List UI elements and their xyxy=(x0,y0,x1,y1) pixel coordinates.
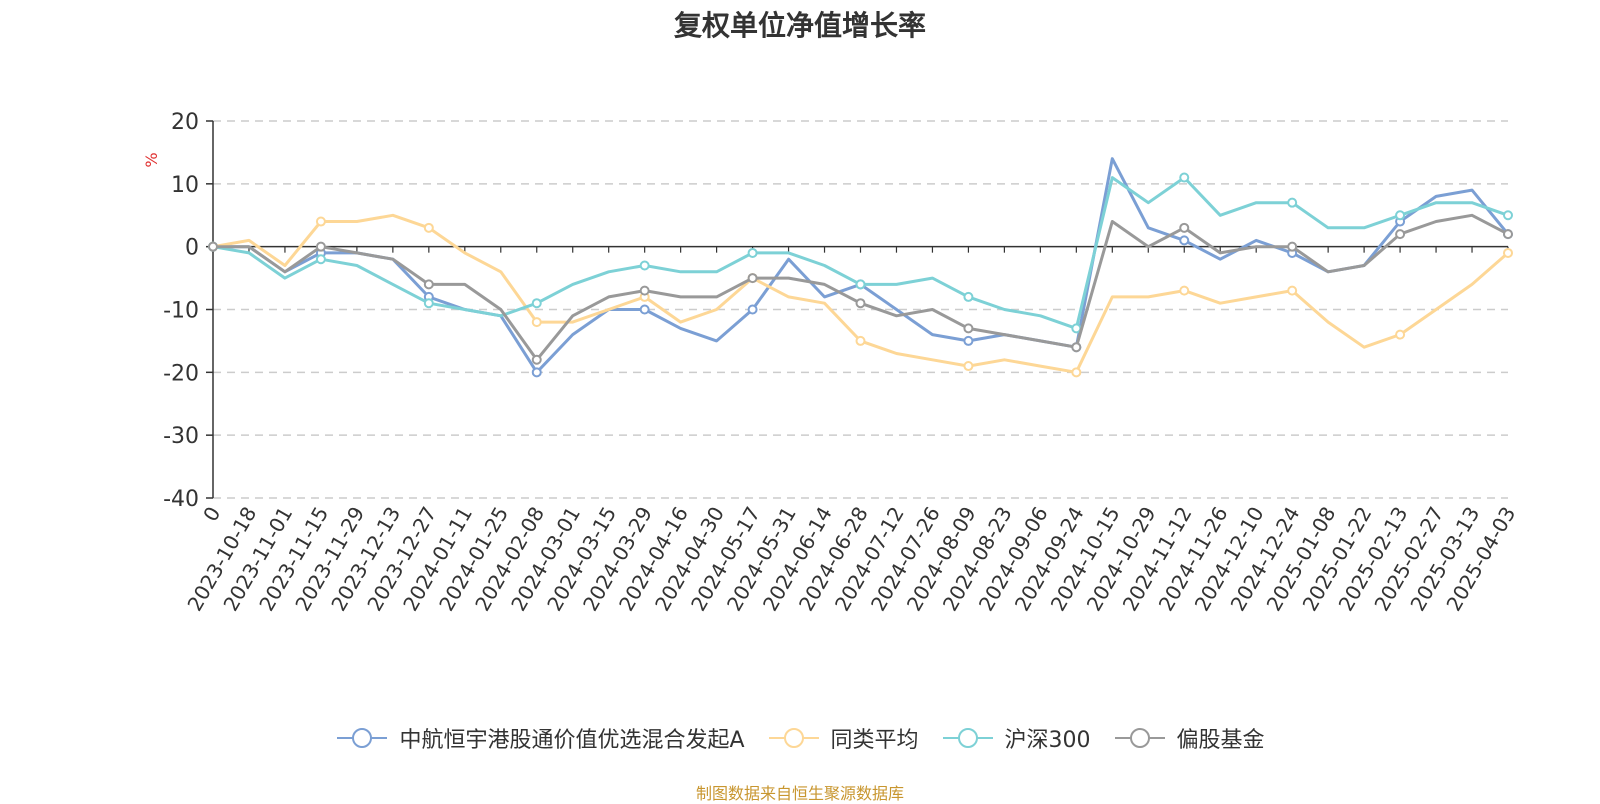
data-point xyxy=(1503,229,1513,240)
data-point xyxy=(1179,222,1190,233)
y-axis-label: % xyxy=(142,152,161,167)
data-point xyxy=(423,222,434,233)
data-point xyxy=(1503,247,1513,258)
data-point xyxy=(963,361,974,372)
data-point xyxy=(1287,285,1298,296)
data-point xyxy=(1287,241,1298,252)
data-point xyxy=(1287,197,1298,208)
legend-label: 沪深300 xyxy=(1004,728,1091,753)
legend-marker-circle xyxy=(352,728,373,748)
data-point xyxy=(423,279,434,290)
legend-label: 中航恒宇港股通价值优选混合发起A xyxy=(399,728,745,753)
data-point xyxy=(747,273,758,284)
y-tick-label: -40 xyxy=(163,487,199,512)
y-tick-label: -10 xyxy=(163,299,199,324)
y-tick-label: -30 xyxy=(163,424,199,449)
legend-marker xyxy=(337,728,388,748)
legend-marker xyxy=(1114,728,1165,748)
data-point xyxy=(1179,285,1190,296)
data-point xyxy=(1071,323,1082,334)
data-point xyxy=(639,260,650,271)
data-point xyxy=(1071,342,1082,353)
data-point xyxy=(747,304,758,315)
data-point xyxy=(208,241,218,252)
y-tick-label: 10 xyxy=(171,173,199,198)
legend-item-1[interactable]: 中航恒宇港股通价值优选混合发起A xyxy=(335,722,745,754)
data-point xyxy=(1395,329,1406,340)
legend-marker xyxy=(942,728,993,748)
legend-label: 同类平均 xyxy=(830,728,919,753)
data-point xyxy=(639,304,650,315)
data-point xyxy=(963,335,974,346)
data-point xyxy=(963,323,974,334)
x-tick-label: 0 xyxy=(198,503,225,526)
data-point xyxy=(1071,367,1082,378)
data-point xyxy=(855,298,866,309)
y-tick-label: 20 xyxy=(171,110,199,135)
data-point xyxy=(963,291,974,302)
legend: 中航恒宇港股通价值优选混合发起A 同类平均 沪深300 偏股基金 xyxy=(0,722,1600,754)
legend-item-4[interactable]: 偏股基金 xyxy=(1113,722,1265,754)
series-line-2 xyxy=(212,213,1509,374)
data-point xyxy=(639,285,650,296)
data-point xyxy=(1179,235,1190,246)
y-tick-label: 0 xyxy=(185,236,199,261)
data-point xyxy=(315,254,326,265)
data-point xyxy=(423,298,434,309)
data-point xyxy=(1395,229,1406,240)
data-point xyxy=(315,241,326,252)
data-point xyxy=(1179,172,1190,183)
legend-item-2[interactable]: 同类平均 xyxy=(767,722,919,754)
y-tick-label: -20 xyxy=(163,361,199,386)
data-point xyxy=(855,335,866,346)
data-point xyxy=(855,279,866,290)
legend-label: 偏股基金 xyxy=(1176,728,1265,753)
data-point xyxy=(531,367,542,378)
data-point xyxy=(747,247,758,258)
data-point xyxy=(1395,210,1406,221)
data-point xyxy=(531,317,542,328)
data-point xyxy=(531,298,542,309)
data-point xyxy=(315,216,326,227)
legend-marker-circle xyxy=(1129,728,1150,748)
line-chart: 20100-10-20-30-40%02023-10-182023-11-012… xyxy=(142,110,1520,615)
chart-title: 复权单位净值增长率 xyxy=(673,9,926,42)
legend-marker-circle xyxy=(957,728,978,748)
legend-item-3[interactable]: 沪深300 xyxy=(941,722,1091,754)
source-note: 制图数据来自恒生聚源数据库 xyxy=(695,784,904,803)
data-point xyxy=(1503,210,1513,221)
data-point xyxy=(531,354,542,365)
legend-marker-circle xyxy=(783,728,804,748)
legend-marker xyxy=(768,728,819,748)
